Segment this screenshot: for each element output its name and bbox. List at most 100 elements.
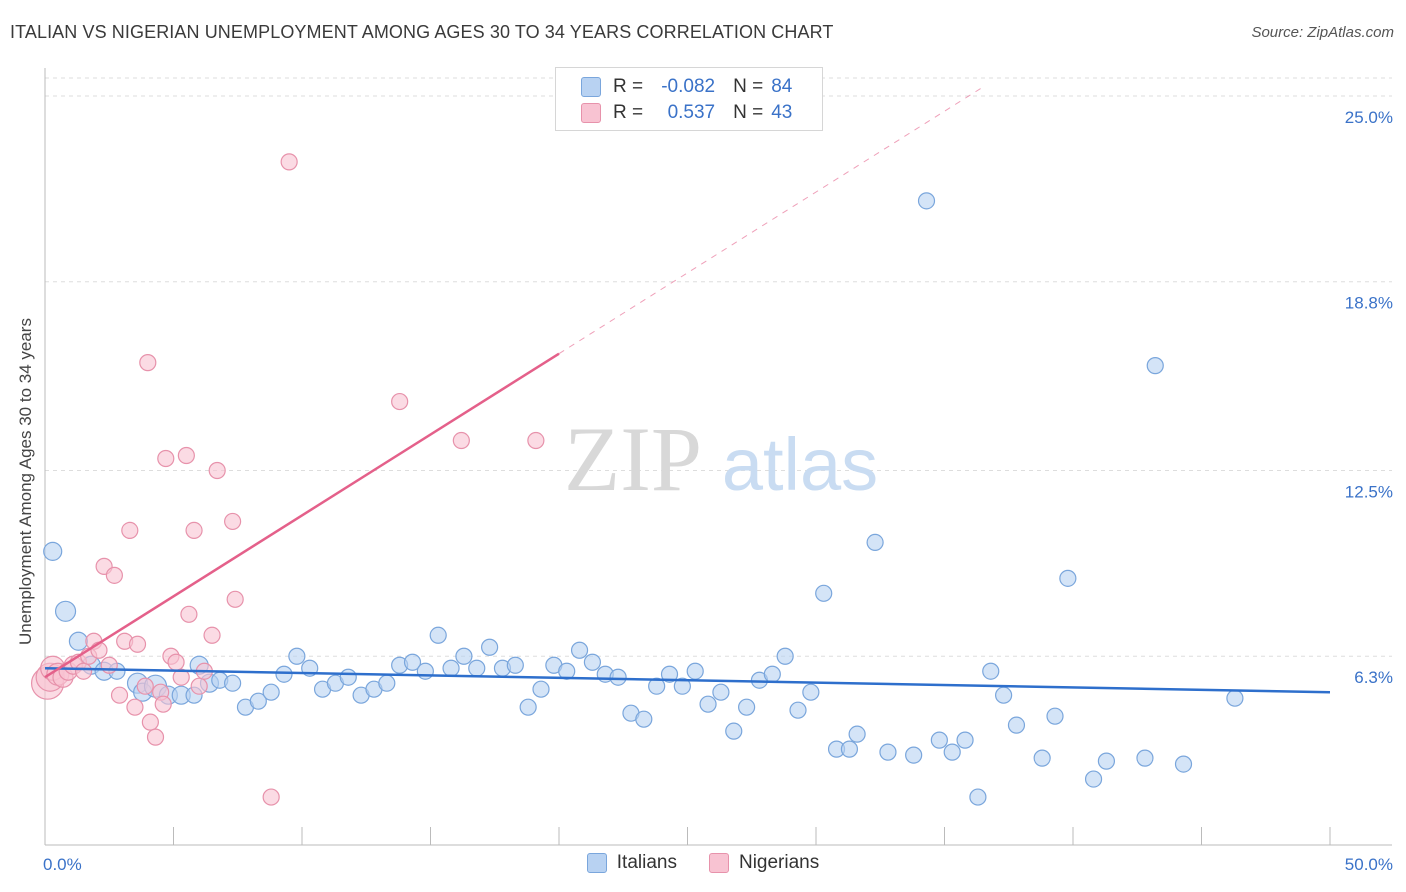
italian-point [712, 683, 730, 701]
italians-n-label: N = [733, 76, 764, 97]
trend-lines [44, 86, 1331, 694]
nigerian-point [154, 695, 172, 713]
italian-point [930, 731, 948, 749]
chart-title: ITALIAN VS NIGERIAN UNEMPLOYMENT AMONG A… [10, 22, 834, 42]
stats-row-nigerians: R = 0.537 N = 43 [556, 100, 792, 126]
legend-swatch-nigerians [708, 853, 729, 873]
italian-point [1007, 716, 1026, 734]
italian-point [249, 692, 267, 710]
nigerian-point [105, 566, 123, 584]
italian-point [802, 683, 820, 701]
italian-point [442, 659, 460, 677]
italian-point [848, 725, 866, 743]
y-tick-label: 6.3% [1354, 668, 1393, 687]
x-tick-label: 50.0% [1345, 855, 1393, 874]
italian-point [879, 743, 897, 761]
legend-item-italians[interactable]: Italians [586, 852, 677, 874]
italian-point [378, 674, 396, 692]
nigerians-r-value: 0.537 [667, 102, 716, 123]
nigerians-swatch [581, 103, 601, 123]
italian-point [1059, 569, 1077, 587]
italian-point [481, 638, 499, 656]
italian-point [660, 665, 679, 683]
italian-point [1033, 749, 1051, 767]
nigerian-point [208, 461, 226, 480]
nigerian-point [136, 677, 154, 695]
italian-point [1146, 357, 1164, 375]
nigerians-n-label: N = [733, 102, 764, 123]
nigerian-point [185, 521, 203, 540]
italian-point [275, 665, 293, 683]
italian-point [699, 695, 717, 713]
italian-point [532, 680, 550, 698]
legend-swatch-italians [586, 853, 607, 873]
italian-point [995, 686, 1013, 704]
nigerian-trend-line [44, 352, 560, 679]
italian-point [776, 647, 794, 665]
nigerian-point [100, 656, 118, 674]
italian-point [917, 192, 936, 210]
tick-labels: 6.3% 12.5% 18.8% 25.0% 0.0% 50.0% [43, 108, 1393, 874]
italian-point [262, 683, 280, 701]
italian-point [570, 641, 589, 659]
italian-point [339, 668, 357, 686]
italian-point [609, 668, 627, 686]
italian-point [686, 662, 704, 680]
y-tick-label: 18.8% [1345, 294, 1393, 313]
italian-point [738, 698, 756, 716]
italian-point [1226, 689, 1244, 707]
italian-point [648, 677, 666, 695]
italian-point [1097, 752, 1116, 770]
legend-label-nigerians: Nigerians [738, 852, 820, 873]
nigerian-point [452, 431, 470, 450]
italian-point [905, 746, 923, 764]
italian-point [1046, 707, 1064, 725]
nigerian-point [146, 728, 165, 746]
italian-point [1084, 770, 1103, 788]
italian-point [519, 698, 537, 716]
italian-point [1174, 755, 1193, 773]
nigerian-point [74, 662, 93, 680]
x-tick-label: 0.0% [43, 855, 82, 874]
nigerian-point [280, 153, 298, 171]
nigerian-point [139, 354, 157, 372]
watermark: ZIP atlas [564, 408, 878, 510]
italian-point [956, 731, 974, 749]
italian-trend-line [44, 666, 1331, 694]
nigerian-point [391, 392, 409, 411]
legend-item-nigerians[interactable]: Nigerians [708, 852, 820, 874]
nigerians-r-label: R = [613, 102, 644, 123]
italian-point [763, 665, 781, 683]
italian-point [468, 659, 486, 677]
nigerian-point [177, 446, 195, 465]
nigerian-point [157, 449, 175, 468]
watermark-zip: ZIP [564, 408, 702, 510]
nigerian-point [172, 668, 190, 686]
italian-point [455, 647, 473, 665]
nigerian-point [110, 686, 129, 704]
italian-point [403, 653, 422, 671]
italians-swatch [581, 77, 601, 97]
italian-point [224, 674, 242, 692]
series-legend: Italians Nigerians [0, 852, 1406, 874]
nigerian-point [121, 521, 139, 540]
italian-point [54, 600, 77, 622]
nigerian-point [262, 788, 280, 806]
italian-point [789, 701, 807, 719]
italian-point [68, 631, 89, 651]
gridlines [45, 77, 1392, 657]
nigerians-n-value: 43 [771, 102, 793, 123]
y-tick-label: 25.0% [1345, 108, 1393, 127]
italian-point [506, 656, 524, 674]
nigerian-point [203, 626, 221, 644]
italian-point [866, 533, 884, 551]
stats-legend: R = -0.082 N = 84 R = 0.537 N = 43 [555, 67, 823, 131]
y-axis-label: Unemployment Among Ages 30 to 34 years [16, 318, 35, 645]
italian-point [288, 647, 306, 665]
nigerian-point [128, 635, 147, 653]
italians-r-value: -0.082 [661, 76, 716, 97]
nigerian-point [527, 431, 545, 450]
italians-r-label: R = [613, 76, 644, 97]
axes [44, 68, 1392, 846]
